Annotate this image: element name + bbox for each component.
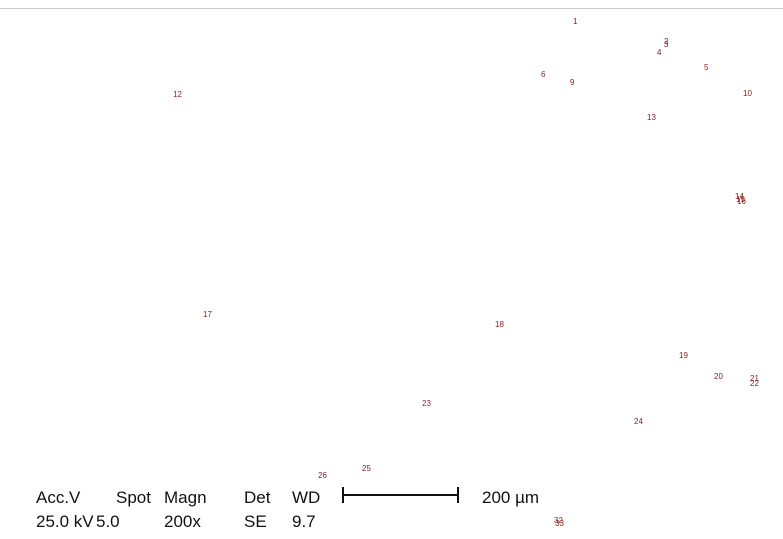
info-header: Det — [244, 489, 270, 506]
point-label: 18 — [495, 321, 504, 329]
point-label: 13 — [647, 114, 656, 122]
point-label: 6 — [541, 71, 545, 79]
point-label: 19 — [679, 352, 688, 360]
info-value: SE — [244, 513, 267, 530]
info-value: 9.7 — [292, 513, 316, 530]
point-label: 22 — [750, 380, 759, 388]
point-label: 1 — [573, 18, 577, 26]
point-label: 20 — [714, 373, 723, 381]
scale-label: 200 µm — [482, 489, 539, 506]
point-label: 12 — [173, 91, 182, 99]
info-value: 5.0 — [96, 513, 120, 530]
divider — [0, 8, 783, 9]
point-label: 25 — [362, 465, 371, 473]
info-header: Acc.V — [36, 489, 80, 506]
point-label: 23 — [422, 400, 431, 408]
point-label: 5 — [704, 64, 708, 72]
info-header: Magn — [164, 489, 207, 506]
point-label: 33 — [555, 520, 564, 528]
point-label: 16 — [737, 198, 746, 206]
scale-bar-cap — [342, 487, 344, 503]
info-value: 25.0 kV — [36, 513, 94, 530]
scale-bar — [343, 494, 458, 496]
point-label: 26 — [318, 472, 327, 480]
point-label: 17 — [203, 311, 212, 319]
scale-bar-cap — [457, 487, 459, 503]
point-label: 4 — [657, 49, 661, 57]
info-header: Spot — [116, 489, 151, 506]
point-label: 3 — [664, 41, 668, 49]
point-label: 24 — [634, 418, 643, 426]
info-value: 200x — [164, 513, 201, 530]
point-label: 9 — [570, 79, 574, 87]
info-header: WD — [292, 489, 320, 506]
point-label: 10 — [743, 90, 752, 98]
sem-image: 200 µm 123456910121314151617181920212223… — [0, 0, 783, 539]
